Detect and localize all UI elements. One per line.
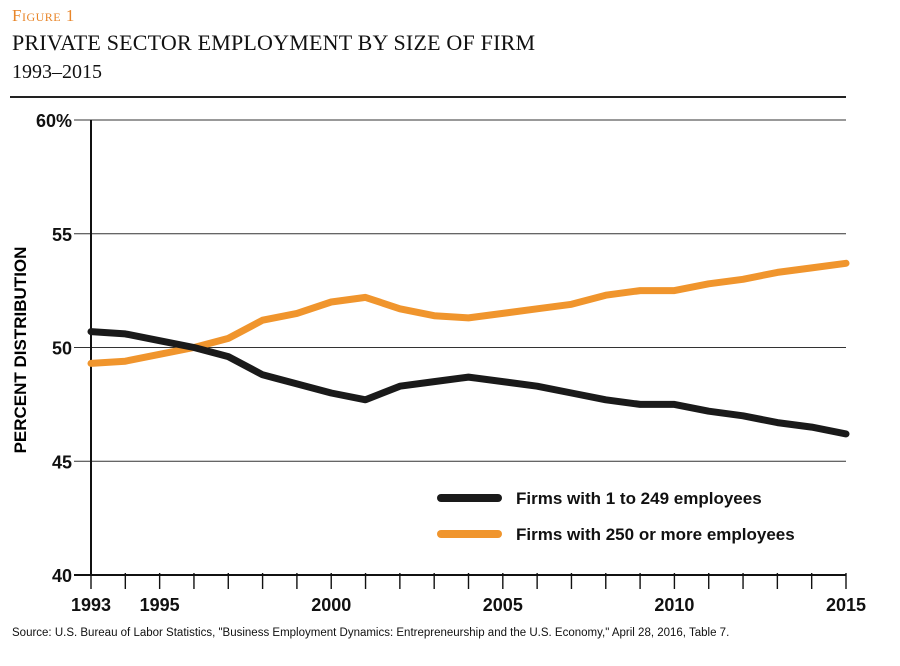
series-lines [87, 259, 850, 438]
legend-item-large-firms-label: Firms with 250 or more employees [516, 525, 795, 544]
title-divider [10, 96, 846, 98]
legend-item-small-firms-label: Firms with 1 to 249 employees [516, 489, 762, 508]
figure-label: Figure 1 [12, 6, 75, 25]
y-tick-label: 50 [52, 339, 72, 359]
chart-subtitle: 1993–2015 [12, 61, 102, 83]
source-note: Source: U.S. Bureau of Labor Statistics,… [12, 627, 730, 639]
x-tick-label: 2005 [483, 595, 523, 615]
axes: 60% 55 50 45 40 1993 1995 2000 2005 2010 2015 [36, 111, 866, 615]
x-tick-label: 1995 [140, 595, 180, 615]
series-line-large-firms [87, 259, 850, 367]
x-tick-label: 2000 [311, 595, 351, 615]
y-tick-label: 45 [52, 452, 72, 472]
x-tick-label: 1993 [71, 595, 111, 615]
series-line-small-firms [87, 328, 850, 438]
x-tick-label: 2010 [654, 595, 694, 615]
y-tick-label: 55 [52, 225, 72, 245]
chart-title: PRIVATE SECTOR EMPLOYMENT BY SIZE OF FIR… [12, 30, 536, 55]
y-axis-title: PERCENT DISTRIBUTION [11, 247, 30, 454]
gridlines [74, 119, 846, 462]
x-tick-label: 2015 [826, 595, 866, 615]
y-tick-label: 60% [36, 111, 72, 131]
y-tick-label: 40 [52, 566, 72, 586]
legend: Firms with 1 to 249 employees Firms with … [437, 489, 795, 544]
